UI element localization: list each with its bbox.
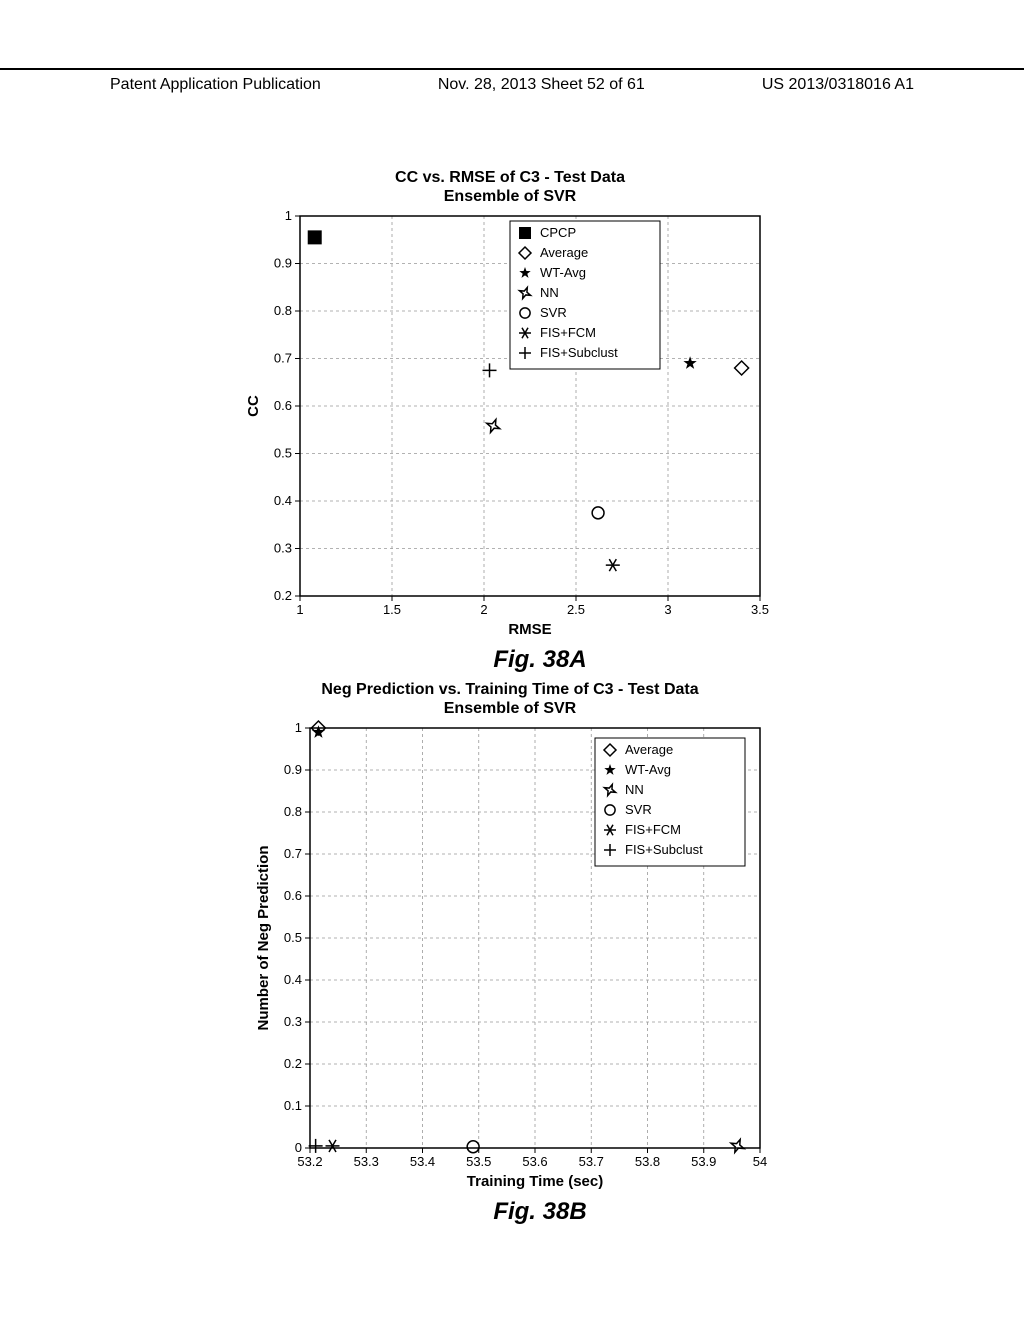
fig-38a-label: Fig. 38A (290, 646, 790, 674)
svg-text:0.7: 0.7 (274, 351, 292, 366)
svg-text:0.6: 0.6 (274, 398, 292, 413)
chart-b-container: Neg Prediction vs. Training Time of C3 -… (230, 680, 790, 1226)
svg-text:1.5: 1.5 (383, 602, 401, 617)
svg-text:Number of Neg Prediction: Number of Neg Prediction (255, 846, 272, 1031)
svg-text:54: 54 (753, 1154, 767, 1169)
header-center: Nov. 28, 2013 Sheet 52 of 61 (438, 76, 645, 94)
svg-text:53.6: 53.6 (522, 1154, 547, 1169)
svg-text:1: 1 (295, 720, 302, 735)
chart-a-title-line1: CC vs. RMSE of C3 - Test Data (230, 168, 790, 187)
svg-text:0.8: 0.8 (284, 804, 302, 819)
svg-text:53.7: 53.7 (579, 1154, 604, 1169)
svg-text:0.9: 0.9 (284, 762, 302, 777)
svg-text:53.2: 53.2 (297, 1154, 322, 1169)
chart-b-title: Neg Prediction vs. Training Time of C3 -… (230, 680, 790, 718)
svg-text:0.7: 0.7 (284, 846, 302, 861)
svg-text:0.4: 0.4 (284, 972, 302, 987)
svg-text:RMSE: RMSE (508, 621, 551, 638)
svg-text:FIS+Subclust: FIS+Subclust (625, 842, 703, 857)
svg-text:53.9: 53.9 (691, 1154, 716, 1169)
svg-text:0.2: 0.2 (274, 588, 292, 603)
page: Patent Application Publication Nov. 28, … (0, 0, 1024, 1320)
svg-text:53.5: 53.5 (466, 1154, 491, 1169)
svg-text:1: 1 (296, 602, 303, 617)
svg-text:1: 1 (285, 208, 292, 223)
svg-text:0.5: 0.5 (284, 930, 302, 945)
svg-text:53.4: 53.4 (410, 1154, 435, 1169)
svg-text:0.8: 0.8 (274, 303, 292, 318)
svg-text:3: 3 (664, 602, 671, 617)
svg-text:CC: CC (245, 395, 262, 417)
chart-b-svg: 53.2 53.3 53.4 53.5 53.6 53.7 53.8 53.9 54 0 0.1 0.… (230, 718, 790, 1198)
svg-text:0: 0 (295, 1140, 302, 1155)
chart-a-container: CC vs. RMSE of C3 - Test Data Ensemble o… (230, 168, 790, 674)
chart-a-title-line2: Ensemble of SVR (230, 187, 790, 206)
svg-text:Average: Average (540, 245, 588, 260)
svg-text:0.2: 0.2 (284, 1056, 302, 1071)
fig-38b-label: Fig. 38B (290, 1198, 790, 1226)
svg-text:FIS+FCM: FIS+FCM (540, 325, 596, 340)
svg-text:0.1: 0.1 (284, 1098, 302, 1113)
svg-text:0.5: 0.5 (274, 446, 292, 461)
chart-a-svg: 1 1.5 2 2.5 3 3.5 0.2 0.3 0.4 0.5 0.6 0.7 0.8 0.9 1 RMS… (230, 206, 790, 646)
svg-text:0.4: 0.4 (274, 493, 292, 508)
svg-text:0.3: 0.3 (284, 1014, 302, 1029)
svg-text:SVR: SVR (625, 802, 652, 817)
svg-text:2.5: 2.5 (567, 602, 585, 617)
header-right: US 2013/0318016 A1 (762, 76, 914, 94)
svg-text:3.5: 3.5 (751, 602, 769, 617)
svg-text:SVR: SVR (540, 305, 567, 320)
chart-b-title-line1: Neg Prediction vs. Training Time of C3 -… (230, 680, 790, 699)
svg-text:2: 2 (480, 602, 487, 617)
svg-text:53.3: 53.3 (354, 1154, 379, 1169)
svg-text:CPCP: CPCP (540, 225, 576, 240)
svg-text:FIS+FCM: FIS+FCM (625, 822, 681, 837)
svg-text:FIS+Subclust: FIS+Subclust (540, 345, 618, 360)
svg-text:NN: NN (540, 285, 559, 300)
patent-header: Patent Application Publication Nov. 28, … (0, 68, 1024, 94)
svg-text:53.8: 53.8 (635, 1154, 660, 1169)
chart-a-title: CC vs. RMSE of C3 - Test Data Ensemble o… (230, 168, 790, 206)
svg-text:WT-Avg: WT-Avg (540, 265, 586, 280)
svg-text:0.9: 0.9 (274, 256, 292, 271)
svg-text:NN: NN (625, 782, 644, 797)
svg-text:0.3: 0.3 (274, 541, 292, 556)
svg-text:0.6: 0.6 (284, 888, 302, 903)
chart-b-title-line2: Ensemble of SVR (230, 699, 790, 718)
svg-text:WT-Avg: WT-Avg (625, 762, 671, 777)
svg-text:Average: Average (625, 742, 673, 757)
svg-text:Training Time (sec): Training Time (sec) (467, 1173, 603, 1190)
header-left: Patent Application Publication (110, 76, 321, 94)
